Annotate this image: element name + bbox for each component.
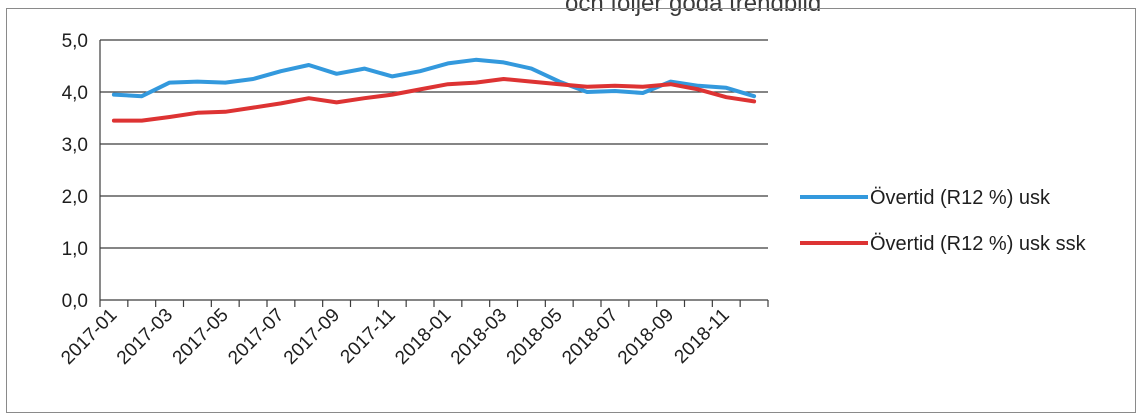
x-tick-label: 2018-07 [558,305,622,369]
x-tick-label: 2017-03 [113,305,177,369]
y-tick-label: 1,0 [62,239,88,260]
y-tick-label: 2,0 [62,187,88,208]
grid-layer [100,39,768,249]
x-tick-label: 2018-11 [671,305,734,368]
series-line-2 [111,77,757,123]
x-tick-label: 2018-05 [503,305,567,369]
y-tick-label: 5,0 [62,31,88,52]
x-tick-label: 2017-07 [224,305,288,369]
y-tick-label: 3,0 [62,135,88,156]
axis-layer: 0,01,02,03,04,05,02017-012017-032017-052… [57,31,769,369]
y-tick-label: 4,0 [62,83,88,104]
chart-frame [6,8,1136,413]
x-tick-label: 2017-11 [337,305,400,368]
legend-label: Övertid (R12 %) usk ssk [870,233,1087,255]
legend-label: Övertid (R12 %) usk [870,187,1051,209]
x-tick-label: 2017-01 [57,305,121,369]
series-line-1 [111,57,757,99]
x-tick-label: 2018-03 [447,305,511,369]
x-tick-label: 2017-05 [169,305,233,369]
legend: Övertid (R12 %) usk Övertid (R12 %) usk s… [800,187,1087,255]
x-tick-label: 2018-09 [614,305,678,369]
series-layer [111,57,757,123]
y-tick-label: 0,0 [62,291,88,312]
x-tick-label: 2017-09 [280,305,344,369]
x-tick-label: 2018-01 [391,305,455,369]
